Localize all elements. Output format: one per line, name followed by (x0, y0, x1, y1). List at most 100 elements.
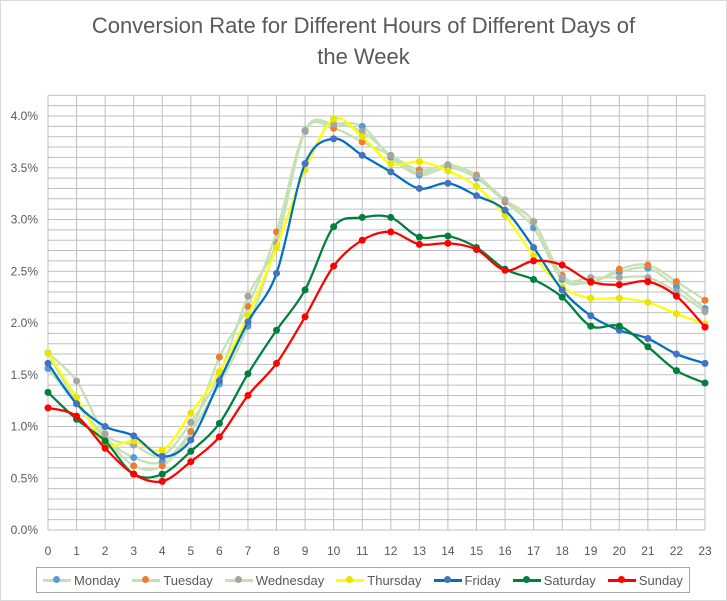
data-point-wednesday (558, 273, 566, 281)
data-point-thursday (672, 310, 680, 318)
data-point-tuesday (187, 428, 195, 436)
data-point-thursday (415, 158, 423, 166)
data-point-tuesday (130, 462, 138, 470)
x-tick-label: 13 (413, 544, 427, 558)
x-tick-label: 9 (302, 544, 309, 558)
data-point-friday (558, 286, 566, 294)
legend-label: Friday (464, 572, 501, 588)
data-point-friday (130, 432, 138, 440)
x-tick-label: 16 (498, 544, 512, 558)
series-line-saturday (47, 214, 706, 479)
y-tick-label: 3.5% (11, 161, 39, 175)
x-tick-label: 6 (216, 544, 223, 558)
data-point-friday (187, 436, 195, 444)
data-point-friday (44, 359, 52, 367)
legend-item-saturday: Saturday (512, 573, 596, 588)
data-point-friday (301, 160, 309, 168)
data-point-sunday (672, 292, 680, 300)
data-point-wednesday (615, 273, 623, 281)
data-point-tuesday (215, 353, 223, 361)
data-point-sunday (615, 281, 623, 289)
data-point-sunday (101, 444, 109, 452)
data-point-sunday (73, 412, 81, 420)
series-line-sunday (47, 230, 706, 483)
data-point-sunday (244, 391, 252, 399)
data-point-friday (101, 423, 109, 430)
data-point-sunday (701, 323, 709, 331)
data-point-thursday (587, 294, 595, 302)
data-point-thursday (330, 115, 338, 123)
data-point-saturday (301, 286, 309, 294)
data-point-sunday (44, 404, 52, 412)
data-point-wednesday (101, 430, 109, 438)
data-point-sunday (472, 246, 480, 254)
data-point-saturday (101, 437, 109, 445)
data-point-thursday (472, 182, 480, 190)
x-tick-label: 12 (384, 544, 398, 558)
data-point-sunday (415, 240, 423, 248)
legend-swatch (132, 576, 161, 583)
x-tick-label: 0 (45, 544, 52, 558)
x-tick-label: 21 (641, 544, 655, 558)
data-point-thursday (130, 437, 138, 445)
data-point-sunday (444, 239, 452, 247)
data-point-wednesday (501, 196, 509, 204)
x-tick-label: 5 (187, 544, 194, 558)
data-point-wednesday (530, 218, 538, 226)
data-point-sunday (530, 257, 538, 265)
data-point-thursday (44, 349, 52, 357)
legend-item-monday: Monday (43, 573, 120, 588)
x-tick-label: 22 (670, 544, 684, 558)
data-point-friday (330, 135, 338, 143)
data-point-saturday (615, 322, 623, 330)
legend-swatch (43, 576, 72, 583)
data-point-thursday (73, 394, 81, 402)
data-point-friday (472, 192, 480, 200)
x-tick-label: 8 (273, 544, 280, 558)
data-point-wednesday (472, 172, 480, 180)
data-point-sunday (387, 228, 395, 236)
data-point-sunday (358, 236, 366, 244)
x-tick-label: 1 (73, 544, 80, 558)
data-point-friday (387, 168, 395, 176)
data-point-sunday (501, 266, 509, 274)
legend-label: Wednesday (255, 572, 325, 588)
data-point-friday (158, 453, 166, 461)
y-tick-label: 1.5% (11, 368, 39, 382)
data-point-tuesday (644, 261, 652, 269)
data-point-thursday (615, 294, 623, 302)
data-point-sunday (558, 261, 566, 269)
data-point-tuesday (672, 278, 680, 286)
legend-item-thursday: Thursday (336, 573, 421, 588)
y-tick-label: 0.0% (11, 523, 39, 537)
data-point-wednesday (415, 169, 423, 177)
data-point-sunday (130, 470, 138, 478)
data-point-thursday (187, 409, 195, 417)
data-point-friday (672, 350, 680, 358)
data-point-thursday (358, 133, 366, 141)
data-point-monday (358, 122, 366, 130)
data-point-saturday (415, 233, 423, 241)
data-point-friday (644, 335, 652, 343)
data-point-thursday (444, 167, 452, 175)
data-point-sunday (301, 313, 309, 321)
data-point-thursday (273, 243, 281, 251)
y-tick-label: 4.0% (11, 109, 39, 123)
legend-item-sunday: Sunday (607, 573, 683, 588)
data-point-wednesday (73, 377, 81, 385)
legend-item-tuesday: Tuesday (132, 573, 213, 588)
data-point-wednesday (301, 126, 309, 134)
data-point-wednesday (701, 308, 709, 316)
legend-swatch (433, 576, 462, 583)
data-point-sunday (273, 359, 281, 367)
legend-label: Thursday (367, 572, 422, 588)
x-tick-label: 3 (130, 544, 137, 558)
x-tick-label: 19 (584, 544, 598, 558)
data-point-saturday (530, 276, 538, 284)
data-point-wednesday (187, 418, 195, 426)
y-tick-label: 2.0% (11, 316, 39, 330)
x-tick-label: 18 (555, 544, 569, 558)
data-point-tuesday (244, 302, 252, 310)
data-point-saturday (244, 370, 252, 378)
